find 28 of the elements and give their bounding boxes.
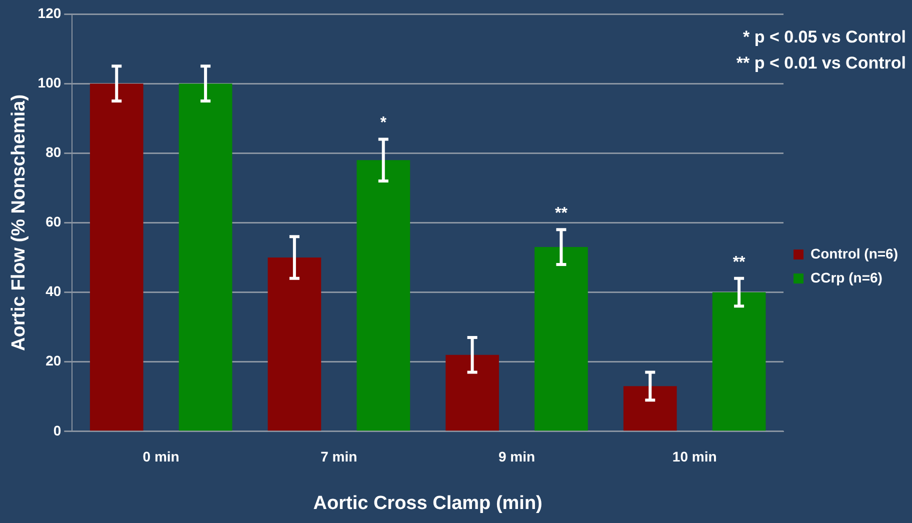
y-axis-title: Aortic Flow (% Nonschemia) [8,94,30,351]
legend-label: CCrp (n=6) [810,269,882,286]
y-tick-label: 20 [46,352,62,369]
y-tick-label: 80 [46,144,62,160]
bar [534,247,588,431]
bar [356,160,410,431]
bar [268,257,322,431]
data-label: * [380,114,388,132]
x-tick-label: 7 min [320,448,358,465]
bar [90,84,144,431]
y-tick-label: 40 [46,283,62,300]
bar [446,354,499,431]
x-axis-title: Aortic Cross Clamp (min) [313,492,542,514]
bar [712,292,766,431]
bar [623,386,677,431]
x-tick-label: 9 min [498,448,536,465]
data-label: ** [554,205,568,222]
y-tick-label: 60 [46,214,62,230]
annotation: ** p < 0.01 vs Control [736,54,906,73]
x-tick-label: 10 min [672,448,717,465]
annotation: * p < 0.05 vs Control [743,28,906,47]
bar [178,84,232,431]
x-tick-label: 0 min [142,448,180,465]
y-tick-label: 100 [38,74,62,90]
y-tick-label: 120 [38,4,62,21]
data-label: ** [732,254,746,271]
legend-label: Control (n=6) [810,245,898,262]
y-tick-label: 0 [53,422,62,438]
